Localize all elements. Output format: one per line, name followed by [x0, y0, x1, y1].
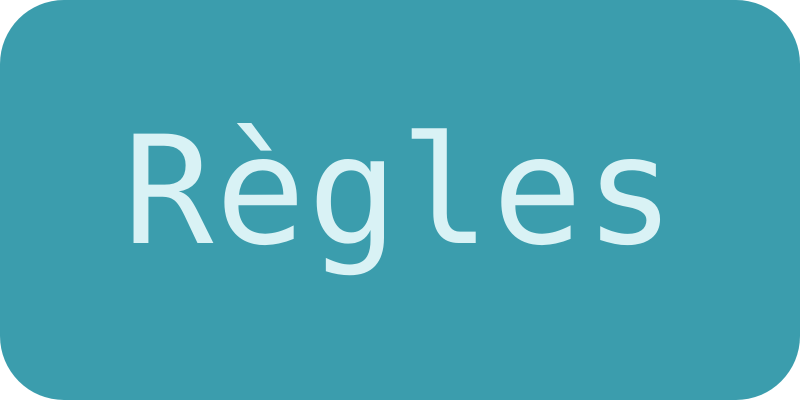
rules-button-label: Règles — [123, 105, 677, 279]
